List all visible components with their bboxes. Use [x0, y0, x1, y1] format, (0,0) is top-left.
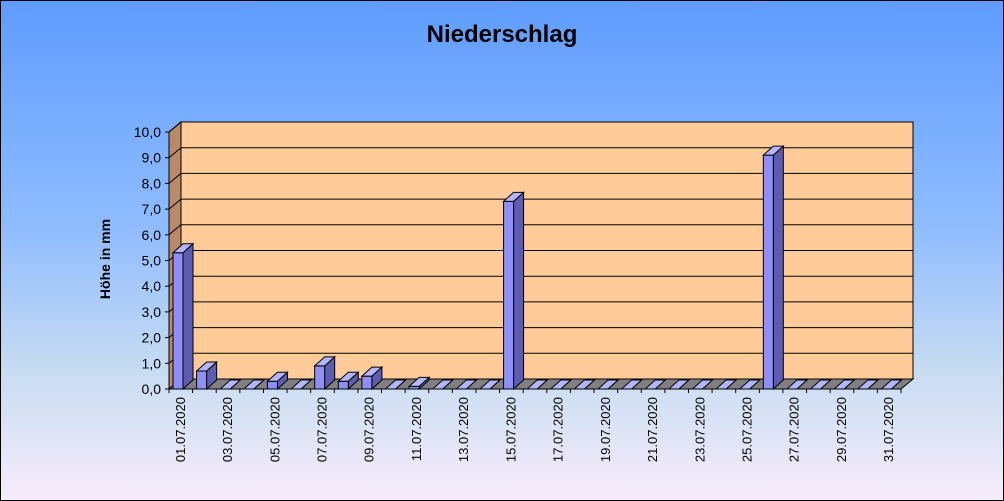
- bar-top: [266, 371, 289, 382]
- y-tick-label: 9,0: [142, 150, 162, 166]
- x-tick-label: 17.07.2020: [551, 397, 566, 462]
- y-axis-title: Höhe in mm: [97, 219, 113, 299]
- x-tick-label: 15.07.2020: [503, 397, 518, 462]
- x-tick-label: 03.07.2020: [220, 397, 235, 462]
- bar-side: [513, 191, 525, 391]
- y-tick-label: 0,0: [142, 381, 162, 397]
- x-tick-label: 31.07.2020: [881, 397, 896, 462]
- bar: [196, 370, 208, 390]
- y-tick-label: 7,0: [142, 201, 162, 217]
- x-tick-label: 05.07.2020: [267, 397, 282, 462]
- x-tick-label: 11.07.2020: [409, 397, 424, 461]
- gridline: [168, 121, 913, 133]
- x-tick-label: 23.07.2020: [692, 397, 707, 462]
- bar-top: [762, 145, 785, 156]
- gridline: [168, 224, 913, 236]
- bar: [172, 252, 184, 390]
- y-tick-label: 1,0: [142, 355, 162, 371]
- x-tick-label: 27.07.2020: [787, 397, 802, 462]
- x-tick-label: 07.07.2020: [314, 397, 329, 462]
- y-tick-label: 5,0: [142, 253, 162, 269]
- gridline: [168, 172, 913, 184]
- bar-top: [336, 371, 360, 382]
- x-tick-label: 29.07.2020: [834, 397, 849, 462]
- x-tick-label: 21.07.2020: [645, 397, 660, 462]
- bar: [762, 154, 774, 390]
- x-tick-label: 13.07.2020: [456, 397, 471, 462]
- x-tick-label: 19.07.2020: [598, 397, 613, 462]
- y-tick-label: 3,0: [142, 304, 162, 320]
- bar-side: [772, 145, 784, 391]
- x-tick-label: 25.07.2020: [740, 397, 755, 462]
- bar: [337, 380, 349, 390]
- y-tick-label: 6,0: [142, 227, 162, 243]
- y-tick-label: 10,0: [134, 124, 161, 140]
- gridline: [168, 198, 913, 210]
- y-tick-label: 4,0: [142, 278, 162, 294]
- bar: [314, 365, 326, 390]
- chart-title: Niederschlag: [426, 21, 578, 48]
- bar-top: [502, 191, 525, 202]
- bar-top: [360, 366, 384, 377]
- bar-top: [171, 243, 195, 254]
- x-tick-label: 01.07.2020: [173, 397, 188, 462]
- bar: [266, 380, 278, 390]
- y-tick-label: 2,0: [142, 330, 162, 346]
- bar-side: [182, 242, 194, 391]
- gridline: [168, 147, 913, 159]
- bar: [503, 200, 515, 390]
- bar: [361, 375, 373, 390]
- bar-top: [195, 361, 218, 372]
- bar-top: [407, 376, 431, 387]
- x-tick-label: 09.07.2020: [362, 397, 377, 462]
- bar-top: [313, 356, 336, 367]
- y-tick-label: 8,0: [142, 175, 162, 191]
